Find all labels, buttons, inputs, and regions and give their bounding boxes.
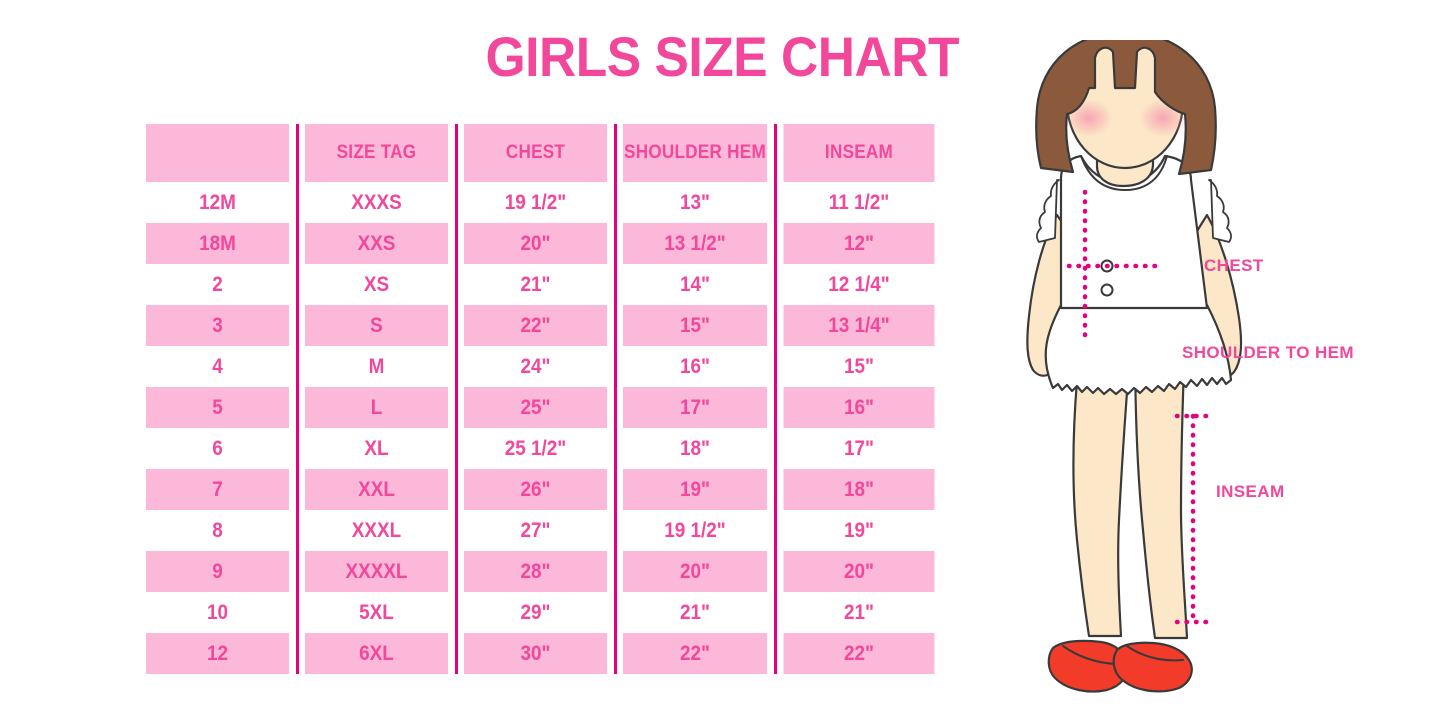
cell-chest: 28" xyxy=(463,551,608,592)
page-title: GIRLS SIZE CHART xyxy=(485,25,960,88)
cell-inseam: 21" xyxy=(783,592,935,633)
cell-inseam: 17" xyxy=(783,428,935,469)
shoulder-ruffle-right xyxy=(1208,179,1232,243)
cell-size: 5 xyxy=(145,387,290,428)
cell-size: 10 xyxy=(145,592,290,633)
cell-size: 12M xyxy=(145,182,290,223)
cell-shoulder-hem: 19" xyxy=(623,469,767,510)
shoulder-to-hem-measurement-label: SHOULDER TO HEM xyxy=(1182,343,1354,362)
cell-size: 9 xyxy=(145,551,290,592)
cell-chest: 25 1/2" xyxy=(463,428,608,469)
cell-inseam: 22" xyxy=(783,633,935,674)
shoe-right xyxy=(1112,641,1193,693)
cell-chest: 20" xyxy=(463,223,608,264)
cell-size-tag: XXS xyxy=(304,223,449,264)
chest-measurement-label: CHEST xyxy=(1204,256,1264,275)
size-chart-table: SIZE TAG CHEST SHOULDER HEM INSEAM 12M XX… xyxy=(138,124,943,674)
cell-inseam: 18" xyxy=(783,469,935,510)
shoe-right-strap xyxy=(1126,645,1184,662)
cell-chest: 25" xyxy=(463,387,608,428)
cell-size-tag: S xyxy=(304,305,449,346)
cell-size-tag: XXXL xyxy=(304,510,449,551)
cell-inseam: 12" xyxy=(783,223,935,264)
cell-size-tag: XXL xyxy=(304,469,449,510)
figure-body xyxy=(1026,40,1243,693)
cell-shoulder-hem: 20" xyxy=(623,551,767,592)
cell-chest: 26" xyxy=(463,469,608,510)
measurement-guides xyxy=(1066,189,1210,625)
cell-shoulder-hem: 13 1/2" xyxy=(623,223,767,264)
cell-size-tag: M xyxy=(304,346,449,387)
cell-inseam: 12 1/4" xyxy=(783,264,935,305)
cell-size: 6 xyxy=(145,428,290,469)
cell-shoulder-hem: 15" xyxy=(623,305,767,346)
cell-shoulder-hem: 22" xyxy=(623,633,767,674)
cell-size-tag: L xyxy=(304,387,449,428)
column-header-size-tag: SIZE TAG xyxy=(304,124,449,182)
column-header-chest: CHEST xyxy=(463,124,608,182)
table-row: 5 L 25" 17" 16" xyxy=(138,387,943,428)
hair-bob xyxy=(1035,40,1217,176)
table-row: 4 M 24" 16" 15" xyxy=(138,346,943,387)
table-row: 9 XXXXL 28" 20" 20" xyxy=(138,551,943,592)
table-row: 3 S 22" 15" 13 1/4" xyxy=(138,305,943,346)
cell-inseam: 19" xyxy=(783,510,935,551)
cell-size-tag: XL xyxy=(304,428,449,469)
top-button-lower xyxy=(1100,283,1114,297)
cell-size-tag: 5XL xyxy=(304,592,449,633)
cell-inseam: 13 1/4" xyxy=(783,305,935,346)
cell-inseam: 20" xyxy=(783,551,935,592)
cell-chest: 19 1/2" xyxy=(463,182,608,223)
table-row: 2 XS 21" 14" 12 1/4" xyxy=(138,264,943,305)
table-row: 12 6XL 30" 22" 22" xyxy=(138,633,943,674)
cell-size: 18M xyxy=(145,223,290,264)
skirt xyxy=(1044,303,1233,396)
cell-size-tag: XS xyxy=(304,264,449,305)
leg-right xyxy=(1133,338,1189,640)
cell-size-tag: XXXS xyxy=(304,182,449,223)
cell-shoulder-hem: 17" xyxy=(623,387,767,428)
table-header-row: SIZE TAG CHEST SHOULDER HEM INSEAM xyxy=(138,124,943,182)
cell-shoulder-hem: 19 1/2" xyxy=(623,510,767,551)
cell-size-tag: XXXXL xyxy=(304,551,449,592)
column-header-shoulder-hem: SHOULDER HEM xyxy=(623,124,767,182)
cell-inseam: 16" xyxy=(783,387,935,428)
cell-chest: 22" xyxy=(463,305,608,346)
cell-shoulder-hem: 13" xyxy=(623,182,767,223)
cell-inseam: 15" xyxy=(783,346,935,387)
leg-left xyxy=(1072,338,1133,638)
cell-inseam: 11 1/2" xyxy=(783,182,935,223)
inseam-measurement-label: INSEAM xyxy=(1216,482,1285,501)
cell-size: 2 xyxy=(145,264,290,305)
cell-size: 7 xyxy=(145,469,290,510)
cell-shoulder-hem: 21" xyxy=(623,592,767,633)
girl-illustration xyxy=(985,40,1445,700)
top-neckline xyxy=(1080,155,1168,191)
cell-shoulder-hem: 14" xyxy=(623,264,767,305)
cell-size-tag: 6XL xyxy=(304,633,449,674)
cell-chest: 24" xyxy=(463,346,608,387)
cell-size: 12 xyxy=(145,633,290,674)
cell-chest: 27" xyxy=(463,510,608,551)
table-row: 18M XXS 20" 13 1/2" 12" xyxy=(138,223,943,264)
shoulder-ruffle-left xyxy=(1036,179,1060,243)
table-row: 7 XXL 26" 19" 18" xyxy=(138,469,943,510)
cell-size: 4 xyxy=(145,346,290,387)
cell-shoulder-hem: 18" xyxy=(623,428,767,469)
table-row: 10 5XL 29" 21" 21" xyxy=(138,592,943,633)
table-row: 8 XXXL 27" 19 1/2" 19" xyxy=(138,510,943,551)
cell-size: 8 xyxy=(145,510,290,551)
cell-shoulder-hem: 16" xyxy=(623,346,767,387)
cell-chest: 29" xyxy=(463,592,608,633)
column-header-size xyxy=(145,124,290,182)
table-row: 6 XL 25 1/2" 18" 17" xyxy=(138,428,943,469)
cell-size: 3 xyxy=(145,305,290,346)
cell-chest: 30" xyxy=(463,633,608,674)
cell-chest: 21" xyxy=(463,264,608,305)
table-row: 12M XXXS 19 1/2" 13" 11 1/2" xyxy=(138,182,943,223)
column-header-inseam: INSEAM xyxy=(783,124,935,182)
